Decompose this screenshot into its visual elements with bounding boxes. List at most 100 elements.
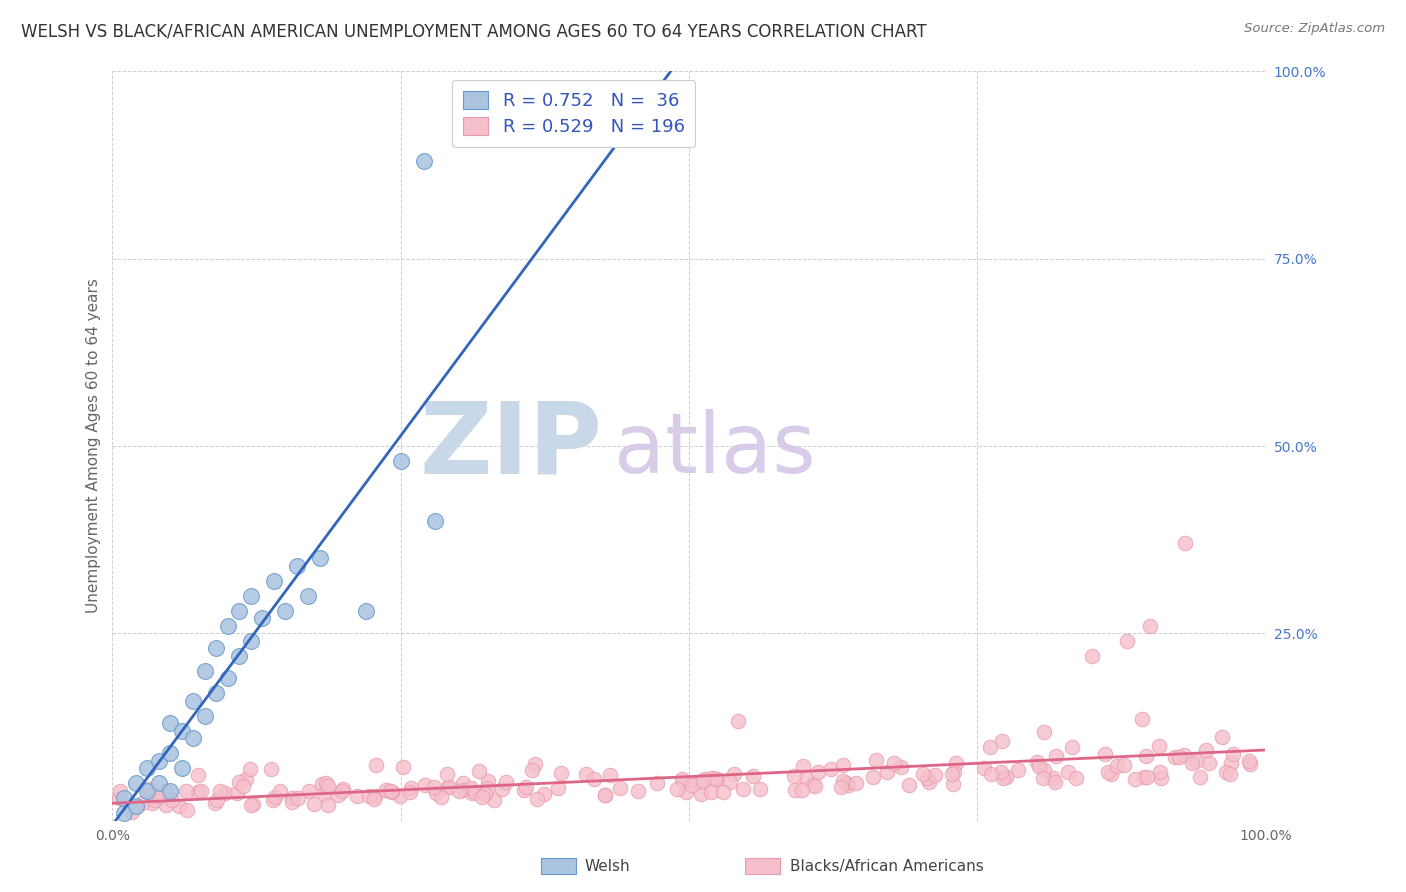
Point — [973, 761, 995, 775]
Point — [285, 558, 308, 573]
Point — [437, 780, 460, 794]
Point — [845, 776, 868, 790]
Point — [287, 791, 309, 805]
Point — [136, 761, 159, 775]
Point — [108, 791, 131, 805]
Point — [1215, 764, 1237, 779]
Point — [468, 764, 491, 778]
Point — [1164, 750, 1187, 764]
Point — [482, 792, 505, 806]
Point — [363, 792, 385, 806]
Point — [547, 780, 569, 795]
Point — [990, 734, 1012, 748]
Point — [741, 768, 763, 782]
Point — [316, 779, 339, 793]
Point — [941, 767, 963, 781]
Point — [1139, 619, 1161, 633]
Point — [582, 772, 605, 786]
Point — [1043, 775, 1066, 789]
Point — [380, 785, 402, 799]
Point — [1222, 747, 1244, 761]
Point — [153, 784, 176, 798]
Point — [225, 786, 247, 800]
Point — [1097, 764, 1119, 779]
Point — [1028, 758, 1050, 772]
Point — [298, 784, 321, 798]
Point — [785, 782, 807, 797]
Point — [439, 780, 461, 794]
Point — [1130, 712, 1153, 726]
Point — [671, 772, 693, 786]
Point — [464, 785, 486, 799]
Point — [214, 786, 236, 800]
Point — [550, 765, 572, 780]
Point — [627, 784, 650, 798]
Point — [942, 765, 965, 780]
Point — [1033, 725, 1056, 739]
Text: Blacks/African Americans: Blacks/African Americans — [790, 859, 984, 873]
Point — [112, 806, 135, 821]
Point — [533, 787, 555, 801]
Point — [1136, 770, 1159, 784]
Point — [1147, 739, 1170, 753]
Point — [917, 771, 939, 785]
Point — [330, 784, 353, 798]
Text: Welsh: Welsh — [585, 859, 630, 873]
Point — [252, 611, 274, 625]
Point — [170, 761, 193, 775]
Point — [1064, 771, 1087, 785]
Point — [228, 775, 250, 789]
Point — [148, 776, 170, 790]
Point — [1107, 759, 1129, 773]
Point — [332, 782, 354, 797]
Point — [1125, 772, 1147, 786]
Point — [1173, 747, 1195, 762]
Point — [181, 731, 204, 746]
Point — [1198, 756, 1220, 770]
Point — [143, 793, 166, 807]
Point — [425, 514, 447, 528]
Point — [228, 648, 250, 663]
Point — [205, 792, 228, 806]
Point — [675, 785, 697, 799]
Point — [748, 781, 770, 796]
Point — [890, 760, 912, 774]
Point — [995, 770, 1018, 784]
Point — [723, 766, 745, 780]
Point — [377, 784, 399, 798]
Point — [911, 767, 934, 781]
Point — [1167, 749, 1189, 764]
Point — [804, 780, 827, 794]
Point — [706, 772, 728, 786]
Point — [138, 782, 160, 797]
Point — [477, 774, 499, 789]
Point — [491, 782, 513, 797]
Point — [731, 781, 754, 796]
Point — [364, 789, 387, 804]
Point — [471, 790, 494, 805]
Point — [311, 777, 333, 791]
Point — [1133, 770, 1156, 784]
Point — [412, 154, 434, 169]
Point — [430, 790, 453, 805]
Point — [495, 774, 517, 789]
Point — [837, 778, 859, 792]
Text: Source: ZipAtlas.com: Source: ZipAtlas.com — [1244, 22, 1385, 36]
Point — [239, 589, 262, 603]
Point — [1188, 770, 1211, 784]
Point — [204, 796, 226, 810]
Point — [1094, 747, 1116, 761]
Point — [513, 783, 536, 797]
Point — [1112, 758, 1135, 772]
Point — [239, 797, 262, 812]
Text: ZIP: ZIP — [419, 398, 603, 494]
Point — [461, 786, 484, 800]
Point — [1181, 756, 1204, 770]
Point — [389, 454, 412, 468]
Point — [609, 780, 631, 795]
Point — [1184, 755, 1206, 769]
Point — [187, 785, 209, 799]
Point — [169, 799, 191, 814]
Point — [1026, 755, 1049, 769]
Point — [820, 763, 842, 777]
